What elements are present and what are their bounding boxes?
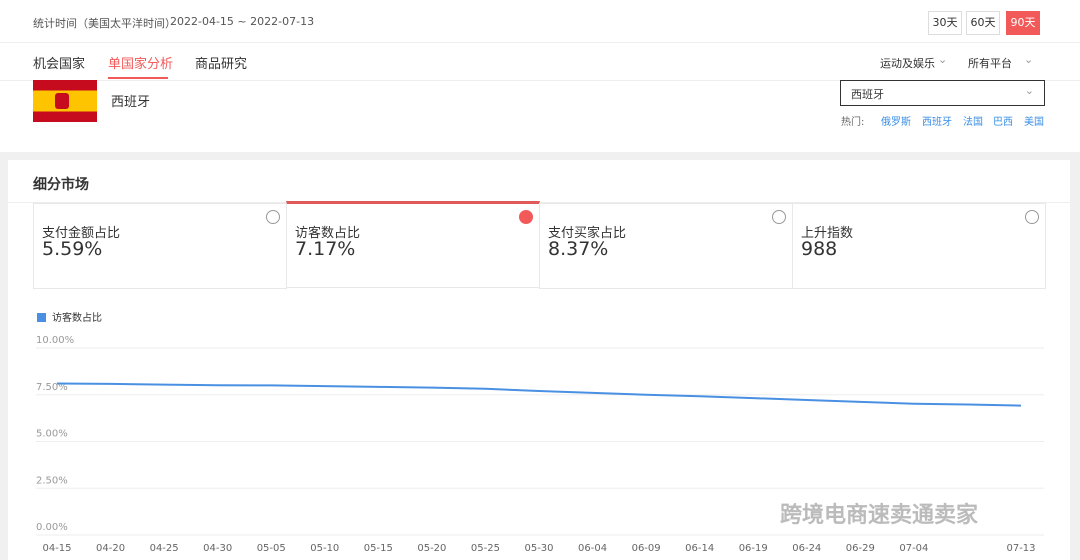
range-button[interactable]: 60天 bbox=[966, 11, 1000, 35]
legend-swatch bbox=[37, 313, 46, 322]
metric-value: 5.59% bbox=[42, 238, 103, 260]
tab[interactable]: 单国家分析 bbox=[108, 57, 174, 72]
period: 2022-04-15 ~ 2022-07-13 bbox=[170, 15, 315, 28]
metric-card[interactable]: 支付买家占比 8.37% bbox=[539, 203, 793, 289]
x-tick-label: 04-30 bbox=[203, 543, 232, 554]
legend-label: 访客数占比 bbox=[52, 311, 102, 324]
y-tick-label: 5.00% bbox=[36, 429, 68, 440]
metric-value: 8.37% bbox=[548, 238, 609, 260]
range-button[interactable]: 90天 bbox=[1006, 11, 1040, 35]
top-card: 统计时间（美国太平洋时间） 2022-04-15 ~ 2022-07-13 30… bbox=[0, 0, 1080, 152]
x-tick-label: 05-20 bbox=[417, 543, 446, 554]
tab-underline bbox=[108, 77, 168, 79]
metric-value: 7.17% bbox=[295, 238, 356, 260]
x-tick-label: 05-05 bbox=[257, 543, 286, 554]
hot-link[interactable]: 法国 bbox=[963, 117, 983, 128]
filter[interactable]: 运动及娱乐 bbox=[880, 57, 935, 70]
x-tick-label: 04-15 bbox=[42, 543, 71, 554]
metric-value: 988 bbox=[801, 238, 838, 260]
range-button[interactable]: 30天 bbox=[928, 11, 962, 35]
tab[interactable]: 机会国家 bbox=[33, 57, 86, 72]
x-tick-label: 04-25 bbox=[150, 543, 179, 554]
y-tick-label: 7.50% bbox=[36, 382, 68, 393]
x-tick-label: 05-25 bbox=[471, 543, 500, 554]
x-tick-label: 06-09 bbox=[632, 543, 661, 554]
y-tick-label: 10.00% bbox=[36, 335, 74, 346]
hot-link[interactable]: 巴西 bbox=[993, 117, 1013, 128]
select-value: 西班牙 bbox=[851, 88, 884, 101]
filter[interactable]: 所有平台 bbox=[968, 57, 1012, 70]
x-tick-label: 06-04 bbox=[578, 543, 607, 554]
x-tick-label: 07-13 bbox=[1006, 543, 1035, 554]
x-tick-label: 05-30 bbox=[524, 543, 553, 554]
y-tick-label: 0.00% bbox=[36, 522, 68, 533]
metric-label: 访客数占比 bbox=[295, 226, 361, 241]
x-tick-label: 06-29 bbox=[846, 543, 875, 554]
x-tick-label: 05-15 bbox=[364, 543, 393, 554]
flag bbox=[33, 80, 97, 122]
x-tick-label: 07-04 bbox=[899, 543, 928, 554]
x-tick-label: 06-24 bbox=[792, 543, 821, 554]
country-select[interactable]: 西班牙 ⌄ bbox=[840, 80, 1045, 106]
country-name: 西班牙 bbox=[111, 95, 151, 110]
y-tick-label: 2.50% bbox=[36, 475, 68, 486]
hot-label: 热门: bbox=[841, 117, 865, 128]
tab[interactable]: 商品研究 bbox=[195, 57, 248, 72]
hot-link[interactable]: 美国 bbox=[1024, 117, 1044, 128]
section-title: 细分市场 bbox=[33, 177, 89, 193]
hot-link[interactable]: 西班牙 bbox=[922, 117, 952, 128]
line bbox=[56, 382, 1022, 407]
x-tick-label: 06-14 bbox=[685, 543, 714, 554]
watermark: 跨境电商速卖通卖家 bbox=[780, 503, 979, 528]
metric-card[interactable]: 上升指数 988 bbox=[792, 203, 1046, 289]
metric-label: 支付金额占比 bbox=[42, 226, 121, 241]
metric-label: 支付买家占比 bbox=[548, 226, 627, 241]
chart: 0.00% 2.50% 5.00% 7.50% 10.00% 04-15 04-20 04-2… bbox=[36, 311, 1044, 554]
x-tick-label: 06-19 bbox=[739, 543, 768, 554]
period-label: 统计时间（美国太平洋时间） bbox=[33, 17, 176, 30]
metric-card[interactable]: 访客数占比 7.17% bbox=[286, 201, 540, 288]
metric-label: 上升指数 bbox=[801, 226, 854, 241]
x-tick-label: 04-20 bbox=[96, 543, 125, 554]
x-tick-label: 05-10 bbox=[310, 543, 339, 554]
metric-card[interactable]: 支付金额占比 5.59% bbox=[33, 203, 287, 289]
hot-link[interactable]: 俄罗斯 bbox=[881, 117, 911, 128]
